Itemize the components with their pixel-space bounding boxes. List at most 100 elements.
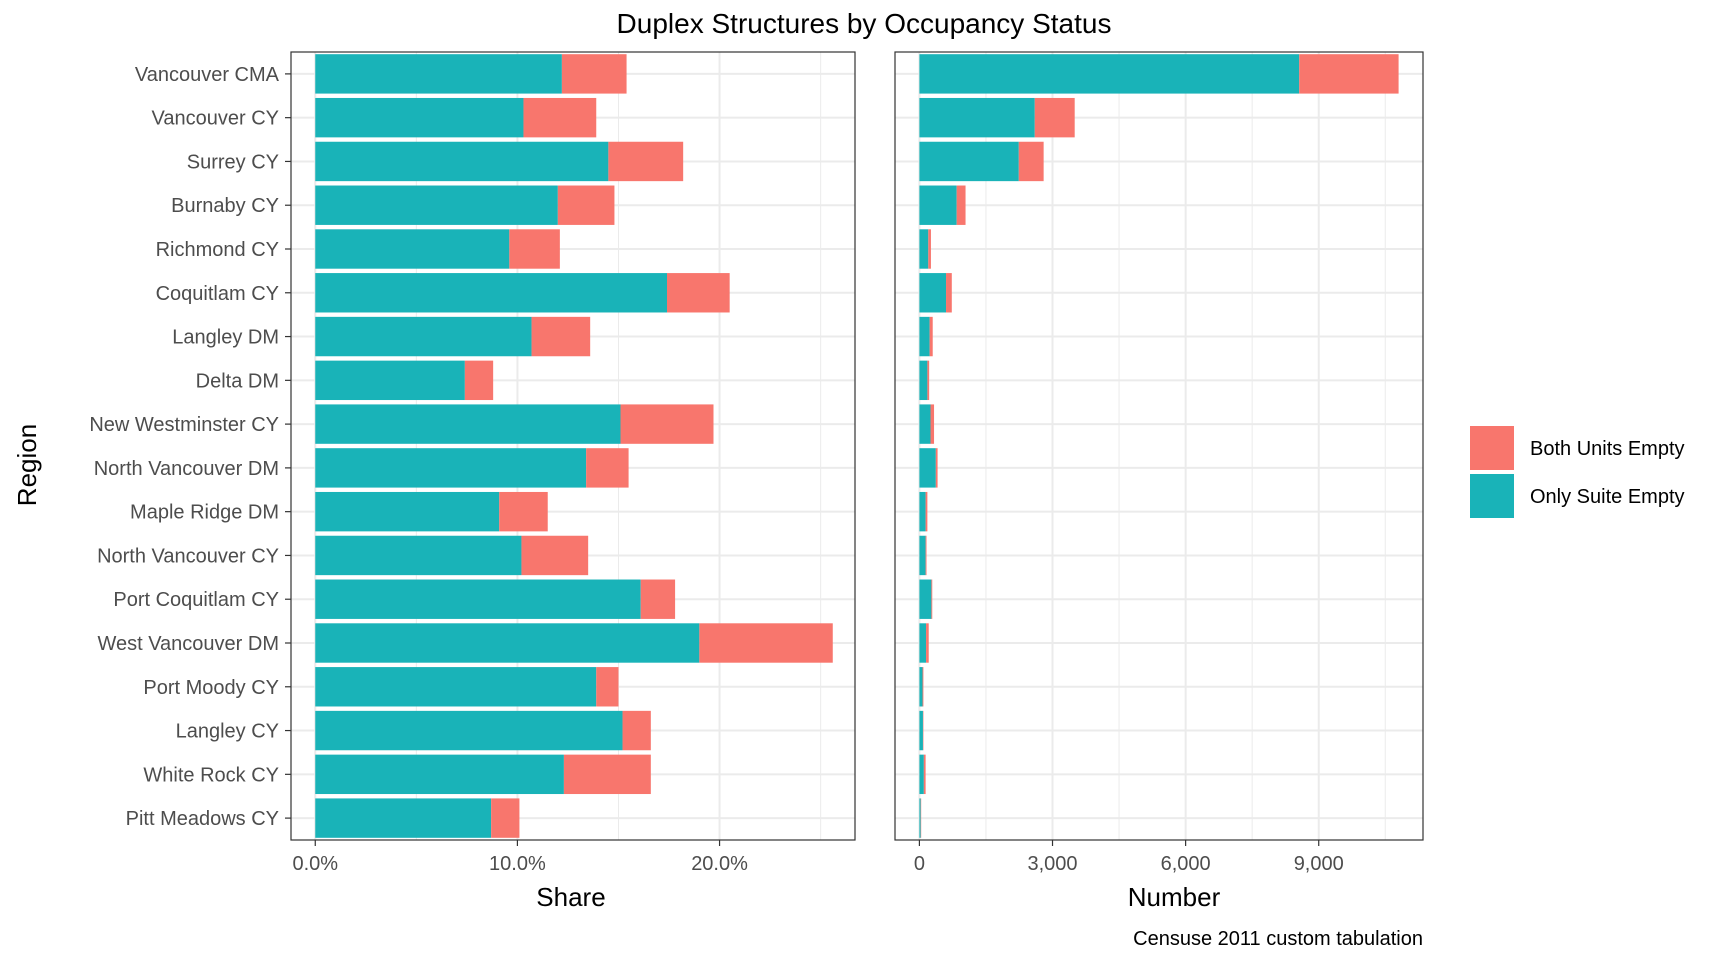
bar-only-suite-empty-new-westminster-cy [919,404,931,444]
bar-only-suite-empty-port-moody-cy [315,667,597,707]
bar-only-suite-empty-richmond-cy [919,229,929,269]
legend-swatch-both-units-empty [1470,426,1514,470]
legend-label-both-units-empty: Both Units Empty [1530,438,1685,460]
bar-both-units-empty-north-vancouver-cy [925,535,927,576]
bar-both-units-empty-delta-dm [927,360,930,401]
bar-both-units-empty-vancouver-cy [523,97,597,138]
y-tick-label: Port Coquitlam CY [113,589,279,611]
bar-only-suite-empty-north-vancouver-cy [919,535,926,576]
x-tick-label: 0 [914,853,925,875]
bar-only-suite-empty-surrey-cy [919,141,1019,182]
bar-only-suite-empty-vancouver-cy [919,97,1035,138]
bar-both-units-empty-west-vancouver-dm [926,623,929,663]
legend: Both Units Empty Only Suite Empty [1470,426,1685,518]
x-tick-label: 9,000 [1294,853,1344,875]
y-axis-title: Region [12,424,42,506]
bar-only-suite-empty-port-moody-cy [919,667,923,707]
legend-swatch-only-suite-empty [1470,474,1514,518]
bar-both-units-empty-delta-dm [464,360,494,401]
y-tick-label: Delta DM [196,370,279,392]
legend-label-only-suite-empty: Only Suite Empty [1530,486,1685,508]
bar-both-units-empty-port-coquitlam-cy [640,579,676,619]
x-tick-label: 10.0% [489,853,546,875]
bar-only-suite-empty-vancouver-cma [919,54,1300,94]
y-tick-label: New Westminster CY [89,414,279,436]
y-tick-label: West Vancouver DM [97,633,279,655]
y-tick-label: Surrey CY [187,151,279,173]
bar-only-suite-empty-langley-dm [919,316,930,357]
bar-both-units-empty-north-vancouver-cy [521,535,589,576]
bar-only-suite-empty-surrey-cy [315,141,609,182]
x-tick-label: 6,000 [1161,853,1211,875]
chart-title: Duplex Structures by Occupancy Status [617,8,1112,39]
y-tick-label: Langley DM [172,327,279,349]
y-tick-label: North Vancouver CY [97,545,279,567]
bar-both-units-empty-vancouver-cy [1034,97,1075,138]
panel-border [894,51,1424,841]
x-axis-title-share: Share [536,882,605,912]
bar-both-units-empty-maple-ridge-dm [499,491,548,532]
bar-both-units-empty-vancouver-cma [1299,54,1399,94]
bar-only-suite-empty-langley-cy [315,710,623,751]
bar-both-units-empty-port-moody-cy [922,667,924,707]
bar-both-units-empty-pitt-meadows-cy [491,798,520,838]
bar-both-units-empty-richmond-cy [509,229,560,269]
x-axis-title-number: Number [1128,882,1221,912]
bar-both-units-empty-north-vancouver-dm [935,448,938,488]
bar-only-suite-empty-new-westminster-cy [315,404,621,444]
bar-only-suite-empty-pitt-meadows-cy [919,798,921,838]
bar-only-suite-empty-richmond-cy [315,229,510,269]
bar-both-units-empty-new-westminster-cy [620,404,714,444]
y-tick-label: Maple Ridge DM [130,502,279,524]
bar-both-units-empty-langley-dm [929,316,933,357]
x-tick-label: 3,000 [1027,853,1077,875]
bar-only-suite-empty-coquitlam-cy [919,273,947,313]
bar-both-units-empty-maple-ridge-dm [925,491,928,532]
bar-only-suite-empty-burnaby-cy [919,185,957,225]
bar-only-suite-empty-maple-ridge-dm [315,491,500,532]
bar-only-suite-empty-vancouver-cma [315,54,562,94]
bar-both-units-empty-white-rock-cy [563,754,651,795]
y-tick-label: Richmond CY [156,239,279,261]
bar-only-suite-empty-white-rock-cy [919,754,924,795]
y-tick-label: Coquitlam CY [156,283,279,305]
y-tick-label: Vancouver CMA [135,64,280,86]
y-tick-label: White Rock CY [143,764,279,786]
bar-only-suite-empty-vancouver-cy [315,97,524,138]
bar-only-suite-empty-west-vancouver-dm [919,623,927,663]
share-panel: 0.0% 10.0% 20.0% Vancouver CMA Vancouver CY S… [89,51,856,875]
bar-only-suite-empty-maple-ridge-dm [919,491,926,532]
bar-only-suite-empty-port-coquitlam-cy [315,579,641,619]
bar-both-units-empty-langley-dm [531,316,591,357]
bar-only-suite-empty-langley-dm [315,316,532,357]
panel-border [290,51,856,841]
bar-both-units-empty-coquitlam-cy [946,273,952,313]
bar-both-units-empty-burnaby-cy [557,185,615,225]
y-tick-label: Vancouver CY [152,108,279,130]
bar-only-suite-empty-coquitlam-cy [315,273,667,313]
bar-both-units-empty-langley-cy [622,710,651,751]
y-tick-label: Port Moody CY [143,677,279,699]
number-panel: 0 3,000 6,000 9,000 [894,51,1424,875]
y-tick-label: Langley CY [176,721,279,743]
bar-both-units-empty-surrey-cy [608,141,684,182]
bar-only-suite-empty-delta-dm [919,360,928,401]
bar-both-units-empty-richmond-cy [928,229,931,269]
bar-both-units-empty-north-vancouver-dm [586,448,629,488]
bar-both-units-empty-new-westminster-cy [930,404,935,444]
x-tick-label: 0.0% [292,853,338,875]
bar-only-suite-empty-port-coquitlam-cy [919,579,932,619]
bar-only-suite-empty-white-rock-cy [315,754,564,795]
y-tick-label: Burnaby CY [171,195,279,217]
bar-only-suite-empty-north-vancouver-dm [315,448,587,488]
x-tick-label: 20.0% [691,853,748,875]
bar-both-units-empty-port-moody-cy [596,667,619,707]
bar-both-units-empty-west-vancouver-dm [699,623,833,663]
bar-only-suite-empty-north-vancouver-dm [919,448,936,488]
y-tick-label: Pitt Meadows CY [126,808,279,830]
y-tick-label: North Vancouver DM [94,458,279,480]
bar-only-suite-empty-west-vancouver-dm [315,623,700,663]
bar-only-suite-empty-north-vancouver-cy [315,535,522,576]
bar-both-units-empty-vancouver-cma [561,54,627,94]
